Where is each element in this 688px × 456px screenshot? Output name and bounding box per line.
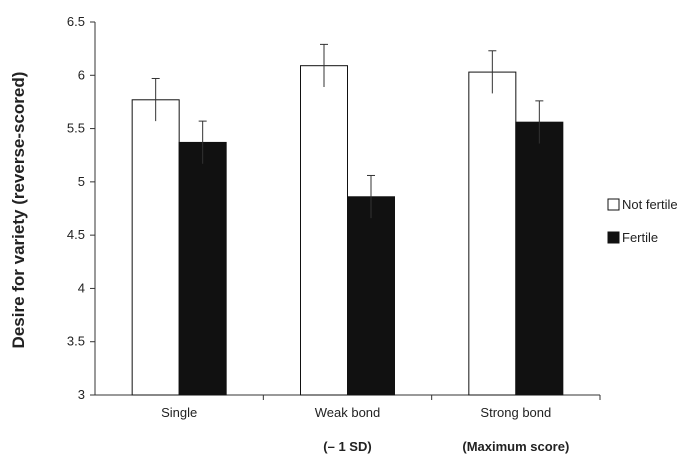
y-tick-label: 6 bbox=[78, 67, 85, 82]
y-axis-label: Desire for variety (reverse-scored) bbox=[9, 72, 28, 349]
y-tick-label: 5.5 bbox=[67, 121, 85, 136]
x-category-label: Strong bond bbox=[480, 405, 551, 420]
labels: 3 3.5 4 4.5 5 5.5 6 6.5 Single Weak bond (– 1 SD) S… bbox=[67, 14, 569, 454]
x-category-sublabel: (– 1 SD) bbox=[323, 439, 371, 454]
x-category-label: Single bbox=[161, 405, 197, 420]
legend-label: Not fertile bbox=[622, 197, 678, 212]
bar-not-fertile bbox=[131, 99, 180, 396]
bar-fertile bbox=[347, 196, 395, 396]
bar-not-fertile bbox=[468, 71, 517, 396]
y-tick-label: 3.5 bbox=[67, 334, 85, 349]
x-category-sublabel: (Maximum score) bbox=[462, 439, 569, 454]
y-tick-label: 4.5 bbox=[67, 227, 85, 242]
x-category-label: Weak bond bbox=[315, 405, 381, 420]
legend-swatch bbox=[607, 198, 620, 211]
bar-fertile bbox=[515, 121, 564, 396]
legend-swatch bbox=[607, 231, 620, 244]
bar-fertile bbox=[178, 141, 227, 396]
legend: Not fertile Fertile bbox=[607, 197, 678, 245]
y-tick-label: 4 bbox=[78, 280, 85, 295]
y-tick-label: 3 bbox=[78, 387, 85, 402]
bar-not-fertile bbox=[300, 65, 348, 396]
bars bbox=[131, 43, 564, 396]
y-tick-label: 6.5 bbox=[67, 14, 85, 29]
legend-label: Fertile bbox=[622, 230, 658, 245]
y-tick-label: 5 bbox=[78, 174, 85, 189]
